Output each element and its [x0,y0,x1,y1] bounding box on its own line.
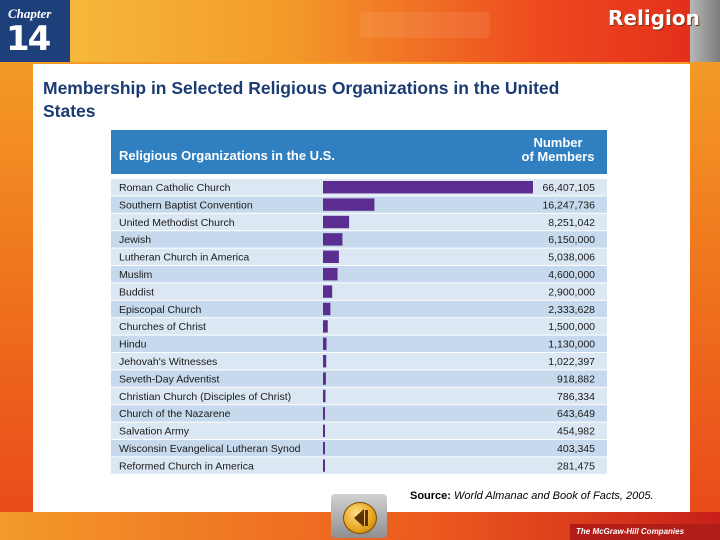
banner-edge [690,0,720,62]
table-row [111,457,607,474]
value-label: 918,882 [557,373,595,385]
table-row [111,422,607,439]
column-header-organization: Religious Organizations in the U.S. [119,148,335,163]
bar [323,442,325,455]
bar [323,459,325,472]
value-label: 66,407,105 [542,182,595,194]
bar [323,355,327,368]
value-label: 1,022,397 [548,356,595,368]
back-button[interactable] [331,494,387,538]
chapter-number: 14 [6,19,51,59]
bar [323,198,375,211]
category-label: Hindu [119,339,147,351]
page-title: Membership in Selected Religious Organiz… [43,78,560,121]
table-row [111,266,607,283]
value-label: 1,500,000 [548,321,595,333]
value-label: 403,345 [557,443,595,455]
value-label: 6,150,000 [548,234,595,246]
bar [323,250,339,263]
table-row [111,248,607,265]
category-label: Southern Baptist Convention [119,199,253,211]
chapter-label: Chapter [8,6,52,21]
category-label: United Methodist Church [119,217,235,229]
section-title: Religion [608,6,700,30]
column-header-members: of Members [522,149,595,164]
bar [323,337,327,350]
chart-svg: Religious Organizations in the U.S. Numbe… [111,130,607,474]
value-label: 2,900,000 [548,286,595,298]
source-note: Source: World Almanac and Book of Facts,… [410,490,654,502]
table-row [111,300,607,318]
category-label: Buddist [119,286,154,298]
value-label: 454,982 [557,426,595,438]
bar [323,181,533,194]
bar [323,320,328,333]
value-label: 4,600,000 [548,269,595,281]
value-label: 643,649 [557,408,595,420]
category-label: Salvation Army [119,426,190,438]
category-label: Muslim [119,269,153,281]
publisher-logo: The McGraw-Hill Companies [570,524,720,540]
top-banner [0,0,720,62]
category-label: Church of the Nazarene [119,408,231,420]
bar [323,372,326,385]
category-label: Seveth-Day Adventist [119,373,219,385]
table-row [111,405,607,422]
value-label: 281,475 [557,460,595,472]
category-label: Christian Church (Disciples of Christ) [119,391,291,403]
category-label: Roman Catholic Church [119,182,231,194]
table-row [111,335,607,352]
bar [323,424,325,437]
value-label: 786,334 [557,391,595,403]
chapter-badge: Chapter 14 [0,0,70,62]
table-row [111,231,607,248]
table-row [111,213,607,231]
table-row [111,318,607,335]
banner-watermark [360,12,490,38]
category-label: Jewish [119,234,151,246]
value-label: 16,247,736 [542,199,595,211]
column-header-members: Number [533,135,582,150]
membership-chart: Religious Organizations in the U.S. Numbe… [111,130,607,480]
category-label: Lutheran Church in America [119,252,249,264]
category-label: Reformed Church in America [119,460,254,472]
source-text: World Almanac and Book of Facts, 2005. [454,490,654,502]
table-row [111,387,607,405]
source-label: Source: [410,490,451,502]
bar [323,302,331,316]
table-row [111,370,607,387]
table-row [111,440,607,457]
category-label: Jehovah's Witnesses [119,356,217,368]
value-label: 8,251,042 [548,217,595,229]
back-arrow-icon [343,502,377,534]
value-label: 1,130,000 [548,339,595,351]
value-label: 2,333,628 [548,304,595,316]
bar [323,215,350,229]
category-label: Episcopal Church [119,304,201,316]
bar [323,389,326,403]
table-row [111,353,607,370]
bar [323,233,343,246]
category-label: Wisconsin Evangelical Lutheran Synod [119,443,301,455]
category-label: Churches of Christ [119,321,206,333]
bar [323,285,333,298]
value-label: 5,038,006 [548,252,595,264]
table-header [111,130,607,174]
table-row [111,283,607,300]
bar [323,268,338,281]
bar [323,407,326,420]
